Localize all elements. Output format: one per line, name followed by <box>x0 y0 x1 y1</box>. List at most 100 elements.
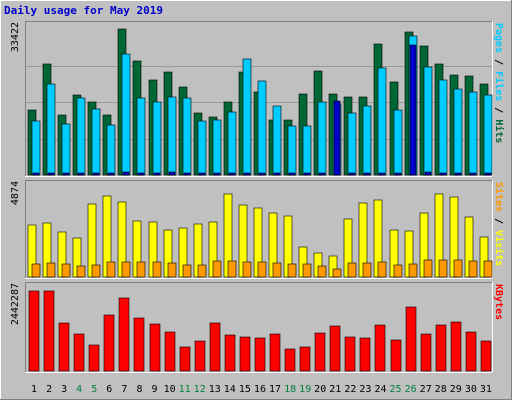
day-label-8: 8 <box>136 384 142 395</box>
bar-sites-day-4 <box>76 265 86 278</box>
bar-sites-day-1 <box>31 263 41 278</box>
bar-files-day-7 <box>121 53 131 176</box>
bar-kbytes-day-20 <box>314 332 326 372</box>
bar-files-day-17 <box>272 105 282 176</box>
day-label-20: 20 <box>314 384 326 395</box>
legend-part: Hits <box>493 119 505 143</box>
bar-sites-day-15 <box>242 261 252 278</box>
bar-sites-day-26 <box>408 263 418 278</box>
bar-pages-day-3 <box>62 172 70 176</box>
bar-pages-day-24 <box>378 172 386 176</box>
bar-pages-day-25 <box>394 172 402 176</box>
bar-files-day-8 <box>136 97 146 176</box>
bar-kbytes-day-14 <box>224 334 236 372</box>
day-labels: 1 2 3 4 5 6 7 8 9 10 11 12 13 14 15 16 17 18 19 20 21 22 23 24 2… <box>31 384 492 395</box>
legend-part: Visits <box>493 230 505 266</box>
panel-visits-sites: 4874 Sites / Visits <box>10 180 505 279</box>
bar-sites-day-16 <box>257 261 267 278</box>
bar-kbytes-day-1 <box>28 290 40 372</box>
bar-pages-day-28 <box>439 172 447 176</box>
bar-files-day-28 <box>438 79 448 176</box>
bar-sites-day-11 <box>182 264 192 278</box>
bar-files-day-23 <box>362 105 372 176</box>
day-label-22: 22 <box>344 384 356 395</box>
bar-pages-day-2 <box>47 172 55 176</box>
day-label-17: 17 <box>269 384 281 395</box>
bar-files-day-27 <box>423 66 433 176</box>
bar-sites-day-29 <box>453 259 463 278</box>
bar-sites-day-27 <box>423 259 433 278</box>
bar-sites-day-23 <box>362 262 372 278</box>
bar-files-day-18 <box>287 125 297 176</box>
bar-pages-day-27 <box>424 171 432 176</box>
day-label-15: 15 <box>239 384 251 395</box>
legend-part: / <box>493 101 504 119</box>
bar-pages-day-17 <box>273 172 281 176</box>
bar-kbytes-day-29 <box>450 321 462 372</box>
bar-pages-day-22 <box>348 172 356 176</box>
bar-pages-day-9 <box>153 172 161 176</box>
series-files <box>31 35 493 176</box>
bar-kbytes-day-2 <box>43 290 55 372</box>
legend-part: KBytes <box>493 284 504 320</box>
bar-kbytes-day-24 <box>374 324 386 372</box>
bar-sites-day-28 <box>438 259 448 278</box>
bar-sites-day-5 <box>91 264 101 278</box>
chart-panels: 33422 Pages / Files / Hits 4874 Sites / Vis… <box>10 21 505 373</box>
bar-sites-day-14 <box>227 260 237 278</box>
day-label-7: 7 <box>121 384 127 395</box>
series-pages <box>32 44 492 176</box>
bar-sites-day-13 <box>212 260 222 278</box>
legend-part: Sites <box>493 182 505 212</box>
series-kbytes <box>28 290 492 372</box>
bar-kbytes-day-11 <box>179 346 191 372</box>
day-label-25: 25 <box>389 384 401 395</box>
chart-title: Daily usage for May 2019 <box>4 4 163 17</box>
bar-kbytes-day-28 <box>435 324 447 372</box>
bar-pages-day-11 <box>183 172 191 176</box>
bar-pages-day-10 <box>168 171 176 176</box>
bar-kbytes-day-13 <box>209 322 221 372</box>
bar-files-day-31 <box>483 94 493 176</box>
bar-pages-day-4 <box>77 172 85 176</box>
bar-sites-day-30 <box>468 260 478 278</box>
bar-sites-day-8 <box>136 261 146 278</box>
bar-files-day-1 <box>31 120 41 176</box>
bar-kbytes-day-30 <box>465 331 477 372</box>
bar-kbytes-day-19 <box>299 346 311 372</box>
bar-files-day-25 <box>393 109 403 176</box>
bar-sites-day-31 <box>483 260 493 278</box>
bar-files-day-13 <box>212 119 222 176</box>
bar-kbytes-day-25 <box>390 339 402 372</box>
bar-sites-day-17 <box>272 262 282 278</box>
bar-files-day-5 <box>91 108 101 176</box>
bar-sites-day-21 <box>332 268 342 278</box>
bar-files-day-12 <box>197 120 207 176</box>
day-label-24: 24 <box>374 384 386 395</box>
bar-sites-day-3 <box>61 263 71 278</box>
day-label-19: 19 <box>299 384 311 395</box>
ymax-label: 2442287 <box>10 283 21 325</box>
panel-hits-files-pages: 33422 Pages / Files / Hits <box>10 21 505 177</box>
series-legend-label: Pages / Files / Hits <box>493 23 505 143</box>
bar-kbytes-day-16 <box>254 337 266 372</box>
bar-files-day-3 <box>61 123 71 176</box>
bar-files-day-24 <box>377 67 387 176</box>
bar-files-day-20 <box>317 101 327 176</box>
bar-files-day-2 <box>46 83 56 176</box>
day-label-26: 26 <box>405 384 417 395</box>
bar-pages-day-5 <box>92 172 100 176</box>
day-label-4: 4 <box>76 384 82 395</box>
bar-pages-day-12 <box>198 172 206 176</box>
bar-pages-day-20 <box>318 172 326 176</box>
day-label-27: 27 <box>420 384 432 395</box>
bar-files-day-11 <box>182 97 192 176</box>
day-label-12: 12 <box>194 384 206 395</box>
bar-kbytes-day-10 <box>164 331 176 372</box>
series-legend-label: KBytes <box>493 284 504 320</box>
bar-files-day-29 <box>453 88 463 176</box>
legend-part: Pages <box>493 23 504 53</box>
bar-kbytes-day-31 <box>480 340 492 372</box>
panel-kbytes: 2442287 KBytes <box>10 282 504 373</box>
bar-pages-day-15 <box>243 172 251 176</box>
